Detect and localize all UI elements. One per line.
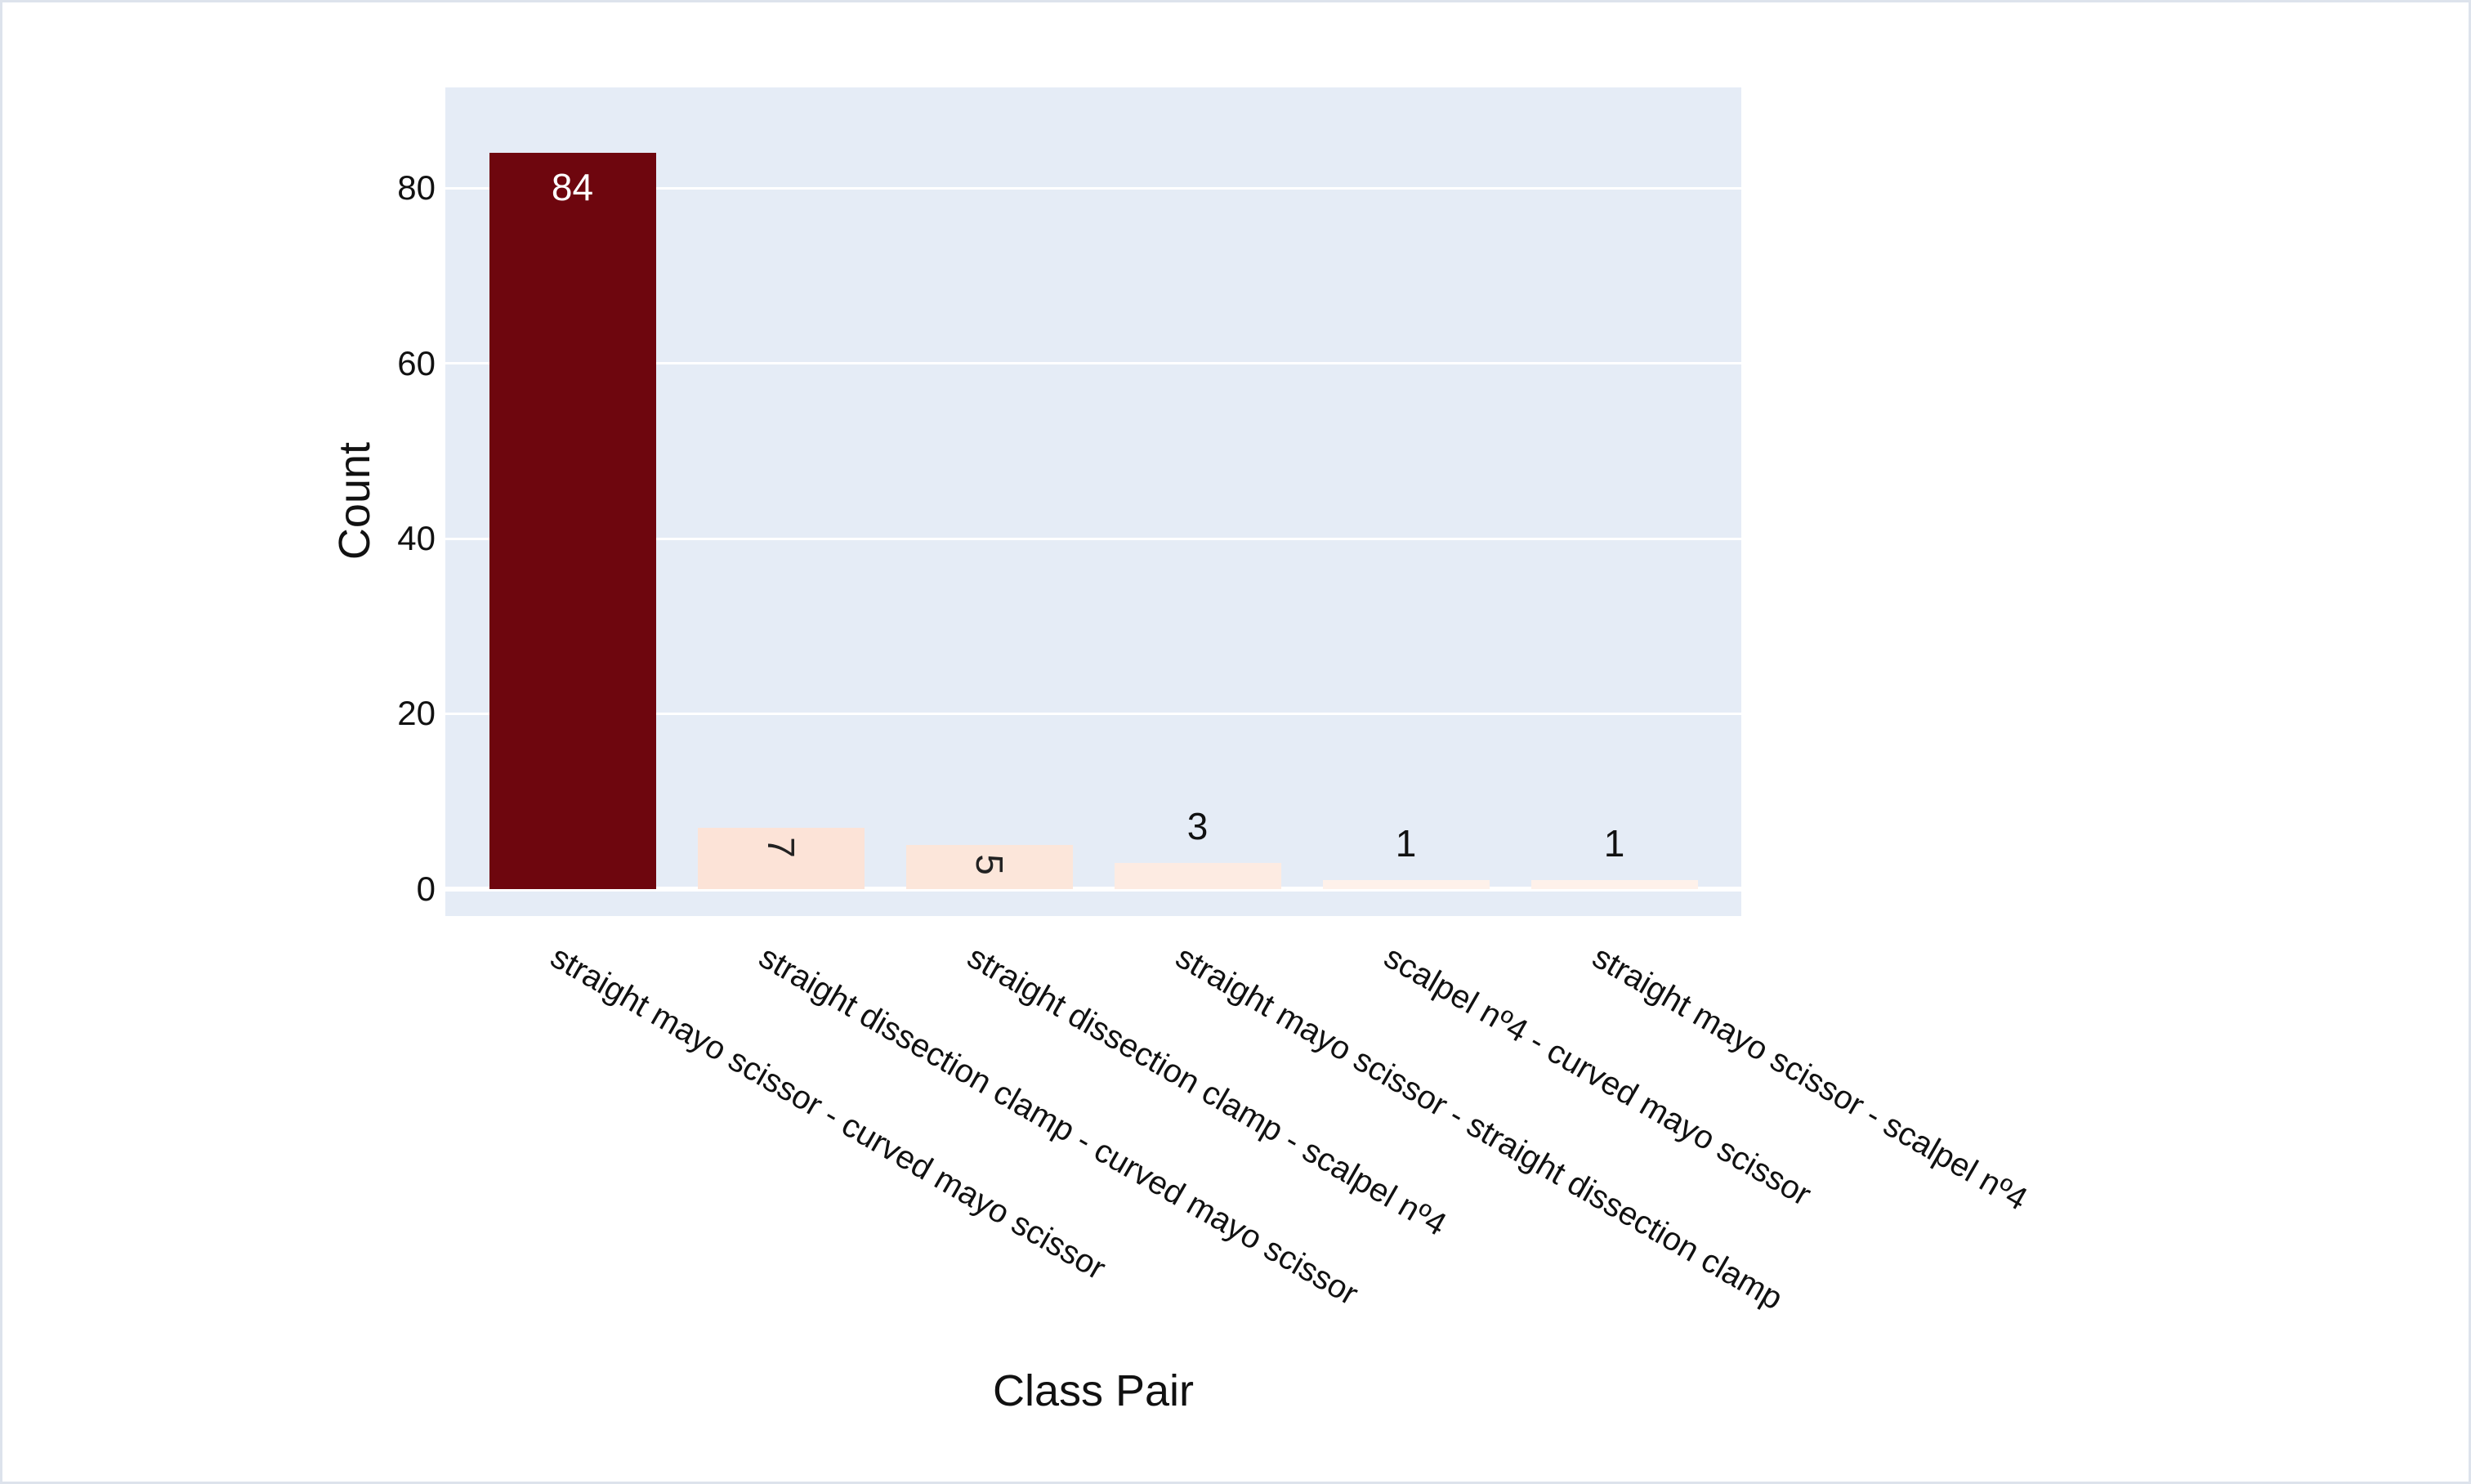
- gridline: [445, 537, 1741, 540]
- bar[interactable]: [489, 153, 656, 889]
- gridline: [445, 362, 1741, 365]
- gridline: [445, 712, 1741, 715]
- x-tick-label: scalpel nº4 - curved mayo scissor: [1378, 938, 1817, 1214]
- plot-area: [445, 87, 1741, 916]
- zero-line: [445, 886, 1741, 892]
- y-tick-label: 0: [416, 869, 436, 908]
- bar[interactable]: [697, 827, 865, 889]
- bar[interactable]: [1114, 862, 1281, 889]
- y-tick-label: 80: [397, 168, 436, 208]
- bar[interactable]: [1322, 880, 1490, 889]
- gridline: [445, 186, 1741, 190]
- y-tick-label: 40: [397, 519, 436, 558]
- bar-value-label: 1: [1395, 822, 1417, 865]
- bar-value-label: 3: [1186, 804, 1209, 847]
- bar[interactable]: [905, 845, 1073, 889]
- bar-value-label: 1: [1603, 822, 1625, 865]
- y-axis-title: Count: [330, 441, 379, 561]
- bar[interactable]: [1530, 880, 1698, 889]
- bar-value-label: 7: [759, 836, 802, 858]
- y-tick-label: 60: [397, 343, 436, 382]
- y-tick-label: 20: [397, 694, 436, 733]
- x-axis-title: Class Pair: [992, 1366, 1195, 1415]
- bar-value-label: 5: [967, 854, 1011, 875]
- bar-value-label: 84: [551, 166, 594, 209]
